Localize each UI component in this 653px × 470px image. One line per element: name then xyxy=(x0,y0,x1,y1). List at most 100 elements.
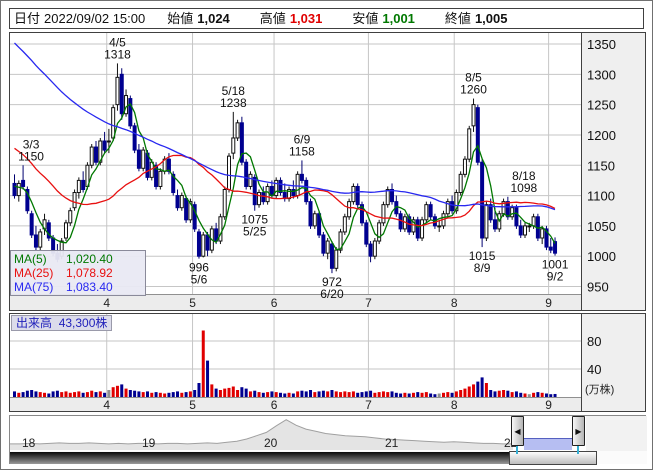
candle-body xyxy=(196,231,201,257)
candle-body xyxy=(415,219,420,239)
volume-tick-label: 80 xyxy=(587,334,601,349)
volume-bar xyxy=(141,392,145,397)
volume-bar xyxy=(553,393,557,397)
timeline-navigator: 1819202122 ◀ ▶ xyxy=(9,415,647,465)
candle-body xyxy=(527,225,532,228)
scroll-left-button[interactable]: ◀ xyxy=(511,416,524,446)
volume-bar xyxy=(369,390,373,397)
svg-text:6/9: 6/9 xyxy=(294,132,311,146)
volume-bar xyxy=(236,390,240,397)
volume-bar xyxy=(527,394,531,397)
volume-bar xyxy=(480,377,484,397)
volume-bar xyxy=(309,390,313,397)
candle-body xyxy=(29,213,34,236)
scrollbar-track[interactable] xyxy=(10,452,509,464)
candle-body xyxy=(227,155,231,190)
candle-body xyxy=(171,173,176,194)
volume-bar xyxy=(347,392,351,397)
volume-bar xyxy=(227,387,231,397)
volume-bar xyxy=(248,391,252,397)
volume-bar xyxy=(257,392,261,397)
price-tick-label: 1050 xyxy=(587,219,616,234)
volume-bar xyxy=(188,391,192,397)
candle-body xyxy=(239,122,244,163)
candle-body xyxy=(467,128,472,160)
volume-bar xyxy=(38,392,42,397)
volume-bar xyxy=(394,392,398,397)
scroll-right-button[interactable]: ▶ xyxy=(572,416,585,446)
volume-bar xyxy=(43,392,47,397)
month-tick-label: 4 xyxy=(103,296,110,310)
candle-body xyxy=(21,179,26,187)
candle-body xyxy=(548,246,553,251)
candle-body xyxy=(488,204,493,221)
volume-bar xyxy=(210,384,214,397)
svg-text:1260: 1260 xyxy=(460,83,487,97)
candle-body xyxy=(492,219,497,230)
navigator-selection-range[interactable] xyxy=(524,438,572,450)
volume-bar xyxy=(25,390,29,397)
volume-bar xyxy=(489,390,493,397)
ma-line-5 xyxy=(14,103,556,251)
volume-bar xyxy=(304,391,308,397)
volume-bar xyxy=(167,392,171,397)
volume-bar xyxy=(17,392,21,397)
svg-text:5/25: 5/25 xyxy=(243,225,267,239)
candle-body xyxy=(235,122,240,139)
volume-bar xyxy=(163,393,167,397)
volume-bar xyxy=(519,392,523,397)
year-label-18: 18 xyxy=(22,436,36,450)
volume-bar xyxy=(321,390,325,397)
candle-body xyxy=(291,189,296,197)
volume-bar xyxy=(34,391,38,397)
volume-bar-chart: 80 40 4 5 6 7 8 9 (万株) xyxy=(9,313,646,412)
volume-bar xyxy=(381,391,385,397)
volume-bar xyxy=(510,392,514,397)
volume-bar xyxy=(176,391,180,397)
volume-bar xyxy=(171,392,175,397)
volume-bar xyxy=(313,392,317,397)
candle-body xyxy=(553,241,558,254)
candle-body xyxy=(544,228,549,248)
volume-bar xyxy=(154,392,158,397)
horizontal-scrollbar xyxy=(10,451,647,465)
candle-body xyxy=(518,225,523,236)
candle-body xyxy=(484,204,489,239)
long-term-overview-chart[interactable]: 1819202122 xyxy=(10,416,647,451)
overview-area xyxy=(10,419,513,450)
volume-bar xyxy=(484,383,488,397)
candle-body xyxy=(355,185,360,206)
volume-bar xyxy=(85,392,89,397)
svg-text:972: 972 xyxy=(322,275,342,289)
volume-bar xyxy=(253,390,257,397)
candle-body xyxy=(428,204,433,218)
svg-text:996: 996 xyxy=(189,261,209,275)
volume-bar xyxy=(360,392,364,397)
selection-handle-tick-right xyxy=(577,445,579,454)
candle-body xyxy=(231,137,236,154)
scrollbar-thumb[interactable] xyxy=(509,451,597,465)
volume-bar xyxy=(373,392,377,397)
volume-bar xyxy=(450,392,454,397)
volume-bar xyxy=(47,393,51,397)
volume-bar xyxy=(536,392,540,397)
volume-bar xyxy=(30,390,34,397)
low-value: 1,001 xyxy=(382,11,415,26)
volume-bar xyxy=(532,392,536,397)
candle-body xyxy=(158,170,163,187)
volume-bar xyxy=(197,383,201,397)
volume-bar xyxy=(291,393,295,397)
candle-body xyxy=(128,98,133,127)
volume-month-label: 6 xyxy=(271,398,278,412)
volume-bar xyxy=(184,392,188,397)
candle-body xyxy=(368,243,373,257)
volume-bar xyxy=(300,390,304,397)
volume-bar xyxy=(514,391,518,397)
candle-body xyxy=(38,231,43,248)
svg-text:1098: 1098 xyxy=(510,181,537,195)
year-label-21: 21 xyxy=(385,436,399,450)
